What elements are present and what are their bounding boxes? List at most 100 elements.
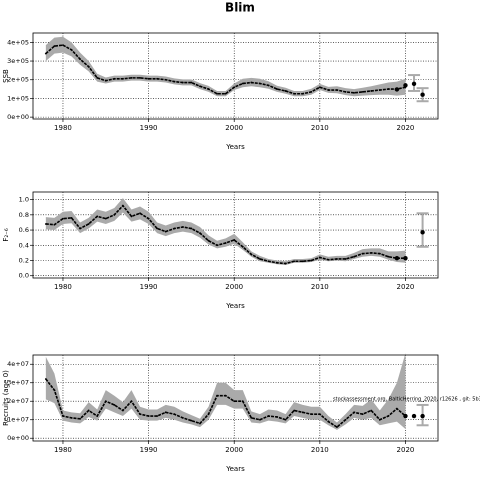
- estimate-point: [156, 227, 159, 230]
- estimate-point: [139, 212, 141, 215]
- estimate-point: [122, 409, 124, 412]
- estimate-point: [224, 242, 227, 244]
- y-axis-label: SSB: [2, 69, 10, 83]
- y-tick-label: 0e+00: [7, 434, 29, 442]
- estimate-point: [164, 78, 167, 81]
- x-axis-label: Years: [225, 465, 245, 473]
- chart-title: Blim: [225, 1, 255, 15]
- estimate-point: [96, 76, 99, 79]
- estimate-point: [190, 81, 193, 84]
- estimate-point: [310, 259, 313, 262]
- estimate-point: [353, 411, 355, 414]
- x-tick-label: 2010: [311, 446, 329, 454]
- estimate-point: [233, 239, 236, 241]
- estimate-point: [44, 223, 47, 225]
- estimate-point: [70, 416, 73, 419]
- y-axis-label: F₂₋₆: [2, 228, 10, 242]
- estimate-point: [190, 419, 193, 422]
- estimate-point: [70, 48, 73, 51]
- estimate-point: [241, 245, 244, 248]
- forecast-point: [403, 413, 408, 419]
- plot-frame: [32, 191, 439, 279]
- y-tick-label: 2e+05: [7, 76, 29, 84]
- estimate-point: [387, 255, 390, 258]
- estimate-point: [156, 77, 159, 80]
- estimate-point: [113, 213, 116, 216]
- y-tick-label: 3e+05: [7, 57, 29, 65]
- estimate-point: [62, 415, 64, 417]
- x-tick-label: 2010: [311, 124, 329, 132]
- confidence-band: [45, 36, 406, 97]
- estimate-point: [156, 415, 159, 417]
- y-tick-label: 0e+00: [7, 113, 29, 121]
- estimate-point: [370, 409, 373, 412]
- estimate-point: [276, 88, 278, 90]
- x-tick-label: 2020: [397, 124, 415, 132]
- estimate-point: [104, 217, 107, 220]
- estimate-point: [327, 258, 330, 261]
- estimate-point: [378, 89, 381, 91]
- estimate-point: [344, 418, 347, 421]
- confidence-band: [45, 198, 406, 266]
- estimate-point: [267, 415, 270, 417]
- estimate-point: [122, 204, 124, 207]
- y-tick-label: 0.6: [19, 226, 29, 234]
- estimate-point: [301, 411, 304, 414]
- estimate-point: [79, 227, 81, 230]
- estimate-point: [207, 239, 210, 242]
- estimate-point: [233, 86, 236, 89]
- estimate-point: [79, 417, 81, 420]
- y-tick-label: 0.0: [19, 272, 29, 280]
- estimate-point: [164, 230, 167, 233]
- y-tick-label: 1e+07: [7, 416, 29, 424]
- estimate-point: [53, 45, 56, 47]
- plot-frame: [32, 354, 439, 442]
- estimate-point: [361, 90, 364, 93]
- estimate-point: [318, 86, 321, 89]
- estimate-point: [62, 217, 64, 220]
- confidence-band: [45, 353, 406, 430]
- x-tick-label: 2020: [397, 283, 415, 291]
- estimate-point: [139, 413, 141, 416]
- estimate-point: [293, 409, 296, 412]
- estimate-point: [173, 227, 176, 230]
- estimate-point: [190, 227, 193, 230]
- y-tick-label: 1e+05: [7, 94, 29, 102]
- estimate-point: [207, 88, 210, 90]
- estimate-point: [387, 415, 390, 417]
- x-tick-label: 1990: [140, 446, 158, 454]
- estimate-point: [250, 416, 253, 419]
- estimate-point: [130, 76, 133, 79]
- estimate-point: [104, 400, 107, 403]
- estimate-point: [70, 216, 73, 219]
- estimate-point: [276, 416, 278, 418]
- estimate-point: [113, 77, 116, 80]
- estimate-point: [336, 89, 338, 91]
- x-axis-label: Years: [225, 143, 245, 151]
- x-tick-label: 1980: [54, 446, 72, 454]
- estimate-point: [130, 400, 133, 403]
- plot-frame: [32, 32, 439, 120]
- estimate-point: [87, 223, 90, 225]
- estimate-point: [336, 426, 338, 429]
- estimate-point: [353, 91, 355, 94]
- estimate-point: [318, 256, 321, 259]
- forecast-point: [403, 83, 408, 88]
- estimate-point: [250, 253, 253, 256]
- estimate-point: [361, 252, 364, 255]
- estimate-point: [259, 258, 261, 260]
- estimate-point: [224, 92, 227, 95]
- estimate-point: [87, 409, 90, 412]
- forecast-point: [420, 230, 425, 235]
- estimate-point: [53, 389, 56, 392]
- estimate-point: [181, 416, 184, 419]
- estimate-point: [310, 413, 313, 416]
- estimate-point: [79, 58, 81, 61]
- estimate-point: [207, 413, 210, 416]
- y-tick-label: 4e+05: [7, 38, 29, 46]
- x-tick-label: 1990: [140, 283, 158, 291]
- x-tick-label: 1980: [54, 124, 72, 132]
- estimate-point: [361, 413, 364, 416]
- estimate-point: [336, 258, 338, 260]
